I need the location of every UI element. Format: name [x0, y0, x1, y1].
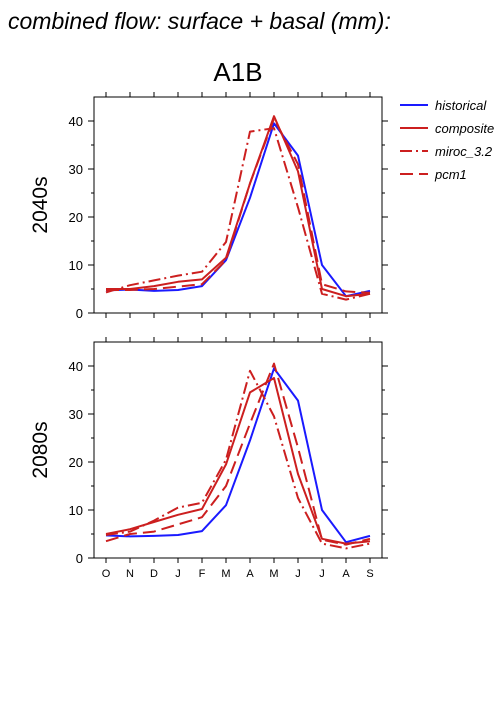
y-tick-label: 20	[69, 210, 83, 225]
y-tick-label: 10	[69, 258, 83, 273]
y-axis-label: 2080s	[29, 421, 52, 478]
chart-panel-2080s: 0 10 20 30 40 O N D J F M A M J J A S 2080s	[29, 337, 388, 580]
y-axis-label: 2040s	[29, 176, 52, 233]
scenario-title: A1B	[213, 57, 262, 87]
y-tick-label: 10	[69, 503, 83, 518]
x-tick-label: J	[295, 568, 301, 580]
legend: historical composite miroc_3.2 pcm1	[400, 98, 494, 182]
y-tick-label: 0	[76, 306, 83, 321]
x-tick-label: O	[102, 568, 111, 580]
chart-panel-2040s: 0 10 20 30 40 2040s	[29, 92, 388, 321]
x-tick-label: A	[342, 568, 350, 580]
series-line-miroc-3-2	[105, 369, 371, 550]
series-line-historical	[105, 367, 371, 544]
plot-frame	[93, 341, 383, 559]
figure-title: combined flow: surface + basal (mm):	[8, 8, 391, 34]
series-line-pcm1	[106, 117, 371, 294]
series-line-miroc-3-2	[105, 127, 371, 301]
y-tick-label: 0	[76, 551, 83, 566]
series-line-composite	[105, 377, 371, 545]
series-line-composite	[106, 115, 371, 298]
x-tick-label: S	[366, 568, 373, 580]
series-line-historical	[105, 122, 371, 298]
x-tick-label: J	[175, 568, 181, 580]
legend-label: historical	[435, 98, 487, 113]
legend-label: pcm1	[434, 167, 467, 182]
x-tick-label: A	[246, 568, 254, 580]
x-tick-label: N	[126, 568, 134, 580]
y-tick-label: 30	[69, 407, 83, 422]
x-tick-label: M	[269, 568, 278, 580]
y-tick-label: 20	[69, 455, 83, 470]
series-line-pcm1	[105, 362, 371, 546]
legend-label: composite	[435, 121, 494, 136]
legend-label: miroc_3.2	[435, 144, 493, 159]
x-tick-label: F	[199, 568, 206, 580]
x-tick-label: M	[221, 568, 230, 580]
y-tick-label: 40	[69, 114, 83, 129]
y-tick-label: 30	[69, 162, 83, 177]
plot-frame	[93, 96, 383, 314]
x-tick-label: D	[150, 568, 158, 580]
y-tick-label: 40	[69, 359, 83, 374]
x-tick-label: J	[319, 568, 325, 580]
